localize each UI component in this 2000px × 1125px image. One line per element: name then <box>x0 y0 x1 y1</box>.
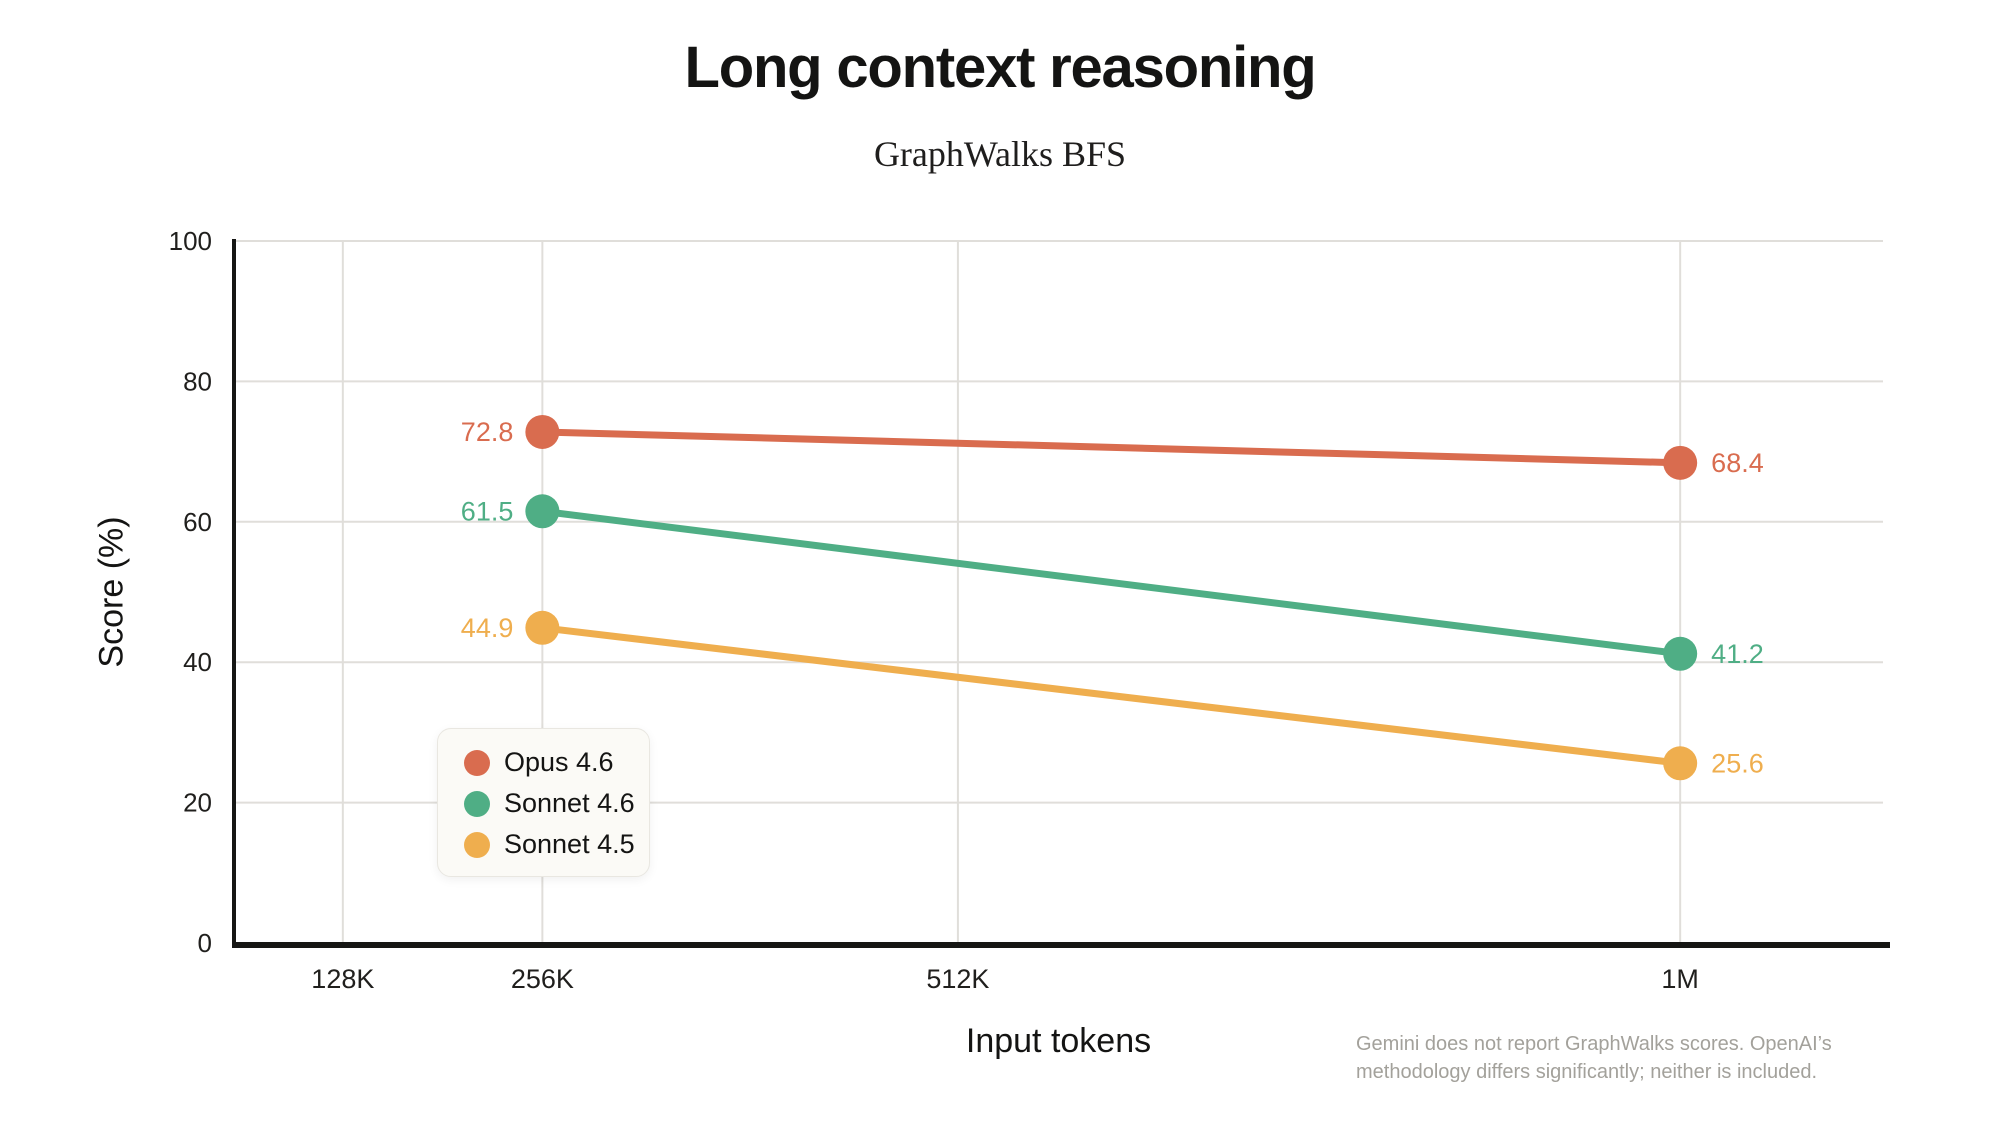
data-point <box>525 610 560 645</box>
data-label: 44.9 <box>461 613 514 643</box>
data-label: 61.5 <box>461 496 514 526</box>
x-axis-label: Input tokens <box>965 1022 1152 1060</box>
chart-title: Long context reasoning <box>684 35 1317 100</box>
footnote: Gemini does not report GraphWalks scores… <box>1356 1033 1832 1084</box>
x-tick-label: 1M <box>1661 964 1699 994</box>
series-line-sonnet-4-6 <box>541 507 1681 658</box>
y-axis-label: Score (%) <box>92 516 131 668</box>
data-label: 72.8 <box>461 417 514 447</box>
data-point <box>1663 636 1698 671</box>
legend-dot-icon <box>464 831 490 858</box>
legend: Opus 4.6 Sonnet 4.6 Sonnet 4.5 <box>437 728 650 877</box>
data-point <box>1663 746 1698 781</box>
y-tick-label: 40 <box>183 647 212 677</box>
data-point <box>525 414 560 449</box>
series-line-sonnet-4-5 <box>541 624 1681 767</box>
data-point <box>525 494 560 529</box>
legend-item: Sonnet 4.5 <box>464 829 649 860</box>
y-tick-label: 100 <box>169 226 212 256</box>
y-tick-label: 20 <box>183 788 212 818</box>
data-label: 68.4 <box>1711 448 1764 478</box>
data-label: 25.6 <box>1711 748 1764 778</box>
data-point <box>1663 445 1698 480</box>
x-tick-label: 128K <box>311 964 374 994</box>
x-tick-label: 512K <box>926 964 989 994</box>
legend-dot-icon <box>464 749 490 776</box>
legend-label: Opus 4.6 <box>504 747 614 777</box>
legend-label: Sonnet 4.6 <box>504 788 635 818</box>
data-label: 41.2 <box>1711 639 1764 669</box>
series-line-opus-4-6 <box>542 428 1681 467</box>
x-tick-label: 256K <box>511 964 574 994</box>
y-tick-label: 80 <box>183 366 212 396</box>
legend-item: Sonnet 4.6 <box>464 788 649 819</box>
legend-dot-icon <box>464 790 490 817</box>
legend-label: Sonnet 4.5 <box>504 829 635 859</box>
legend-item: Opus 4.6 <box>464 747 649 778</box>
chart-subtitle: GraphWalks BFS <box>873 134 1127 174</box>
y-tick-label: 60 <box>183 507 212 537</box>
y-tick-label: 0 <box>198 928 212 958</box>
